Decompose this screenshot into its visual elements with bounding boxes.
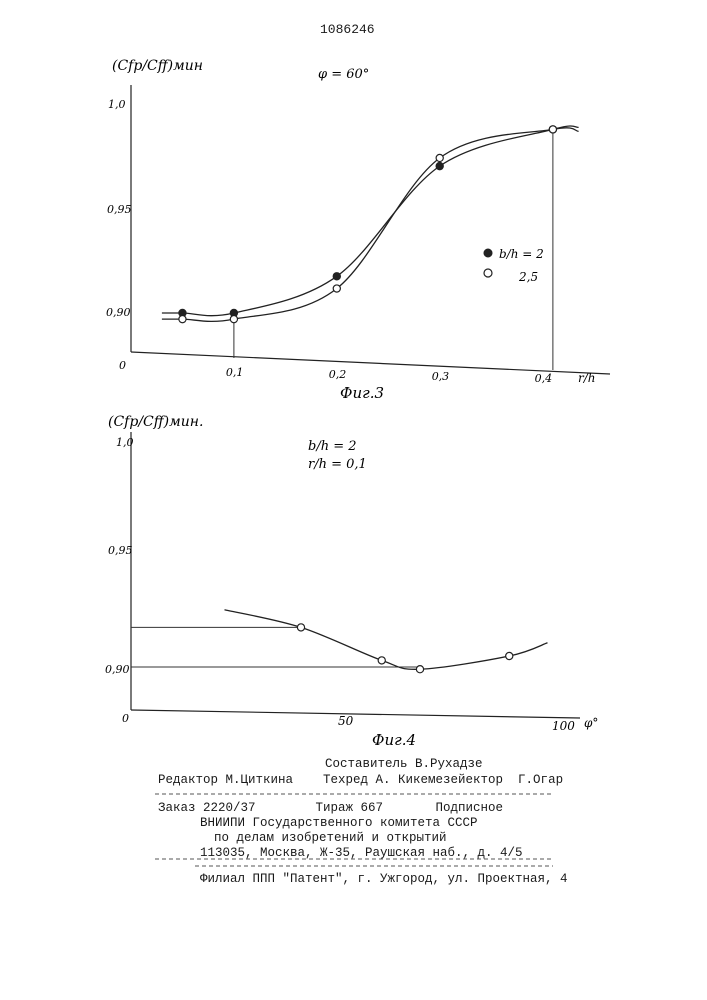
fig3-series-line-1 [162, 126, 579, 316]
footer-org-1: ВНИИПИ Государственного комитета СССР [200, 816, 478, 830]
fig3-x-tick-4: 0,4 [535, 372, 553, 385]
fig4-point-1 [297, 624, 304, 631]
figure-3: (Cfp/Cff)мин φ = 60° 1,0 0,95 0,90 0 0,1… [106, 58, 610, 402]
fig3-x-axis [131, 352, 610, 374]
fig4-point-2 [378, 657, 385, 664]
fig3-x-tick-2: 0,2 [329, 368, 347, 381]
fig4-y-tick-1: 1,0 [116, 436, 134, 449]
fig3-x-tick-1: 0,1 [226, 366, 244, 379]
fig3-legend-label-2: 2,5 [518, 270, 538, 284]
footer-org-2: по делам изобретений и открытий [214, 831, 447, 845]
fig3-series-2-point-2 [230, 316, 237, 323]
fig4-point-4 [506, 652, 513, 659]
footer-compiler: Составитель В.Рухадзе [325, 757, 483, 771]
footer-order-line: Заказ 2220/37 Тираж 667 Подписное [158, 801, 503, 815]
fig4-x-tick-2: 100 [552, 719, 575, 733]
footer-address: 113035, Москва, Ж-35, Раушская наб., д. … [200, 846, 523, 860]
fig3-legend-open-marker [484, 269, 492, 277]
fig4-caption: Фиг.4 [372, 731, 416, 749]
fig4-y-tick-3: 0,90 [105, 663, 130, 676]
fig4-x-axis [131, 710, 580, 718]
fig3-y-tick-2: 0,95 [107, 203, 132, 216]
fig3-caption: Фиг.3 [340, 384, 384, 402]
fig3-x-label: r/h [578, 371, 596, 385]
fig3-legend-label-1: b/h = 2 [499, 247, 544, 261]
fig3-series-2-point-1 [179, 316, 186, 323]
fig4-y-tick-2: 0,95 [108, 544, 133, 557]
fig3-y-label: (Cfp/Cff)мин [112, 58, 203, 74]
fig3-series-1-point-3 [333, 273, 340, 280]
fig3-legend-filled-marker [484, 249, 492, 257]
fig4-param-1: b/h = 2 [308, 439, 357, 454]
fig3-series-line-2 [162, 128, 579, 322]
fig4-x-tick-1: 50 [338, 714, 354, 728]
fig3-y-tick-1: 1,0 [108, 98, 126, 111]
fig4-point-3 [416, 666, 423, 673]
fig3-series-2-point-3 [333, 285, 340, 292]
fig3-param: φ = 60° [318, 67, 369, 82]
fig4-x-label: φ° [584, 716, 598, 730]
fig3-series-2-point-5 [549, 126, 556, 133]
fig4-origin: 0 [122, 712, 129, 725]
fig3-series-1-point-4 [436, 163, 443, 170]
fig4-plot-area [131, 610, 548, 673]
fig3-series-2-point-4 [436, 154, 443, 161]
footer-branch: Филиал ППП "Патент", г. Ужгород, ул. Про… [200, 872, 568, 886]
figure-4: (Cfp/Cff)мин. b/h = 2 r/h = 0,1 1,0 0,95… [105, 414, 598, 749]
footer-editor-line: Редактор М.Циткина Техред А. Кикемезейек… [158, 773, 563, 787]
fig4-series-line [225, 610, 548, 670]
fig3-y-tick-3: 0,90 [106, 306, 131, 319]
fig3-x-tick-3: 0,3 [432, 370, 450, 383]
fig3-origin: 0 [119, 359, 126, 372]
fig4-y-label: (Cfp/Cff)мин. [108, 414, 203, 430]
fig4-param-2: r/h = 0,1 [308, 457, 367, 472]
